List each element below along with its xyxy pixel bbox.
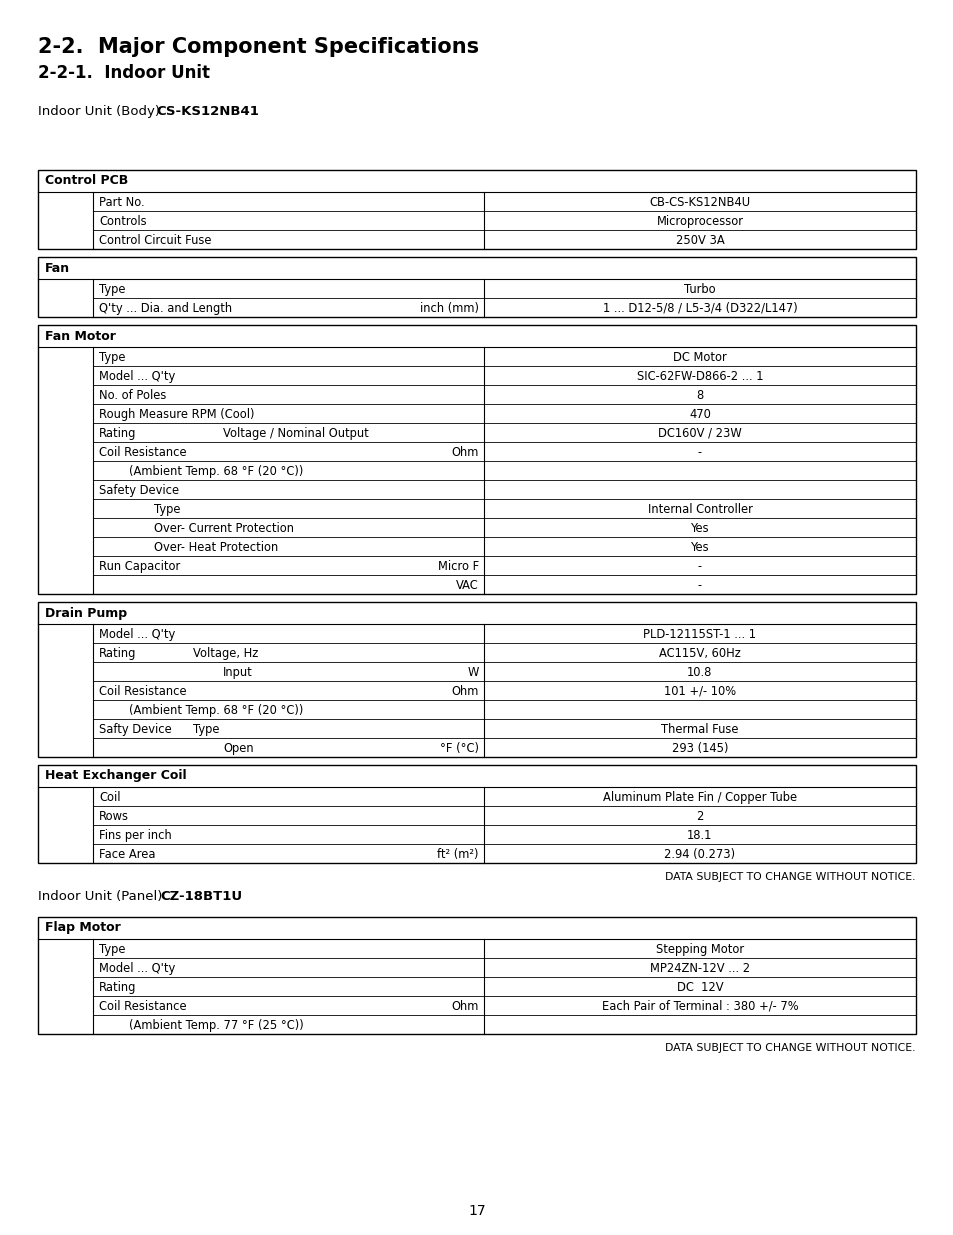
Text: 2-2.  Major Component Specifications: 2-2. Major Component Specifications	[38, 37, 478, 57]
Text: 2: 2	[696, 810, 703, 823]
Text: (Ambient Temp. 77 °F (25 °C)): (Ambient Temp. 77 °F (25 °C))	[129, 1019, 303, 1032]
Text: Indoor Unit (Body): Indoor Unit (Body)	[38, 105, 160, 119]
Text: Heat Exchanger Coil: Heat Exchanger Coil	[45, 769, 187, 783]
Text: Microprocessor: Microprocessor	[656, 215, 742, 228]
Text: 2.94 (0.273): 2.94 (0.273)	[663, 848, 735, 861]
Text: Type: Type	[193, 722, 219, 736]
Text: Each Pair of Terminal : 380 +/- 7%: Each Pair of Terminal : 380 +/- 7%	[601, 1000, 798, 1013]
Text: Control Circuit Fuse: Control Circuit Fuse	[99, 233, 212, 247]
Text: Rating: Rating	[99, 981, 136, 994]
Text: 2-2-1.  Indoor Unit: 2-2-1. Indoor Unit	[38, 64, 210, 82]
Text: Model ... Q'ty: Model ... Q'ty	[99, 962, 175, 974]
Text: Over- Current Protection: Over- Current Protection	[153, 522, 294, 535]
Text: Rough Measure RPM (Cool): Rough Measure RPM (Cool)	[99, 408, 254, 421]
Text: Rating: Rating	[99, 427, 136, 440]
Text: AC115V, 60Hz: AC115V, 60Hz	[659, 647, 740, 659]
Bar	[38, 325, 915, 594]
Text: 8: 8	[696, 389, 703, 401]
Text: Model ... Q'ty: Model ... Q'ty	[99, 370, 175, 383]
Text: Ohm: Ohm	[451, 685, 478, 698]
Text: Drain Pump: Drain Pump	[45, 606, 127, 620]
Text: Run Capacitor: Run Capacitor	[99, 559, 180, 573]
Text: Fins per inch: Fins per inch	[99, 829, 172, 842]
Text: -: -	[698, 579, 701, 592]
Text: Fan: Fan	[45, 262, 71, 274]
Text: -: -	[698, 446, 701, 459]
Text: Type: Type	[99, 283, 126, 296]
Text: ft² (m²): ft² (m²)	[437, 848, 478, 861]
Text: (Ambient Temp. 68 °F (20 °C)): (Ambient Temp. 68 °F (20 °C))	[129, 464, 303, 478]
Text: Over- Heat Protection: Over- Heat Protection	[153, 541, 278, 555]
Text: Yes: Yes	[690, 522, 708, 535]
Text: Part No.: Part No.	[99, 196, 145, 209]
Text: °F (°C): °F (°C)	[439, 742, 478, 755]
Text: Internal Controller: Internal Controller	[647, 503, 752, 516]
Text: Safty Device: Safty Device	[99, 722, 172, 736]
Text: Model ... Q'ty: Model ... Q'ty	[99, 627, 175, 641]
Text: Stepping Motor: Stepping Motor	[656, 944, 743, 956]
Text: 10.8: 10.8	[686, 666, 712, 679]
Text: Q'ty ... Dia. and Length: Q'ty ... Dia. and Length	[99, 301, 232, 315]
Text: Fan Motor: Fan Motor	[45, 330, 115, 342]
Bar	[38, 170, 915, 249]
Text: DC  12V: DC 12V	[676, 981, 722, 994]
Text: SIC-62FW-D866-2 ... 1: SIC-62FW-D866-2 ... 1	[636, 370, 762, 383]
Text: DATA SUBJECT TO CHANGE WITHOUT NOTICE.: DATA SUBJECT TO CHANGE WITHOUT NOTICE.	[665, 1044, 915, 1053]
Text: Control PCB: Control PCB	[45, 174, 128, 188]
Text: Open: Open	[223, 742, 253, 755]
Text: Rating: Rating	[99, 647, 136, 659]
Text: DC160V / 23W: DC160V / 23W	[658, 427, 741, 440]
Text: Micro F: Micro F	[437, 559, 478, 573]
Text: CB-CS-KS12NB4U: CB-CS-KS12NB4U	[649, 196, 750, 209]
Text: inch (mm): inch (mm)	[419, 301, 478, 315]
Text: Type: Type	[99, 944, 126, 956]
Text: Coil Resistance: Coil Resistance	[99, 1000, 187, 1013]
Text: 470: 470	[688, 408, 710, 421]
Text: Safety Device: Safety Device	[99, 484, 179, 496]
Text: (Ambient Temp. 68 °F (20 °C)): (Ambient Temp. 68 °F (20 °C))	[129, 704, 303, 718]
Text: Coil Resistance: Coil Resistance	[99, 685, 187, 698]
Text: Ohm: Ohm	[451, 1000, 478, 1013]
Text: 293 (145): 293 (145)	[671, 742, 727, 755]
Text: DC Motor: DC Motor	[673, 351, 726, 364]
Text: 17: 17	[468, 1204, 485, 1218]
Text: Coil: Coil	[99, 790, 120, 804]
Text: Face Area: Face Area	[99, 848, 155, 861]
Text: Flap Motor: Flap Motor	[45, 921, 121, 935]
Text: Ohm: Ohm	[451, 446, 478, 459]
Text: 18.1: 18.1	[686, 829, 712, 842]
Text: CS-KS12NB41: CS-KS12NB41	[156, 105, 258, 119]
Text: Input: Input	[223, 666, 253, 679]
Text: Type: Type	[153, 503, 180, 516]
Bar	[38, 764, 915, 863]
Text: 1 ... D12-5/8 / L5-3/4 (D322/L147): 1 ... D12-5/8 / L5-3/4 (D322/L147)	[602, 301, 797, 315]
Text: Aluminum Plate Fin / Copper Tube: Aluminum Plate Fin / Copper Tube	[602, 790, 796, 804]
Text: DATA SUBJECT TO CHANGE WITHOUT NOTICE.: DATA SUBJECT TO CHANGE WITHOUT NOTICE.	[665, 872, 915, 882]
Text: VAC: VAC	[456, 579, 478, 592]
Text: Thermal Fuse: Thermal Fuse	[660, 722, 738, 736]
Text: Voltage / Nominal Output: Voltage / Nominal Output	[223, 427, 369, 440]
Text: Coil Resistance: Coil Resistance	[99, 446, 187, 459]
Text: No. of Poles: No. of Poles	[99, 389, 166, 401]
Text: Indoor Unit (Panel): Indoor Unit (Panel)	[38, 890, 162, 903]
Text: Rows: Rows	[99, 810, 129, 823]
Text: -: -	[698, 559, 701, 573]
Bar	[38, 918, 915, 1034]
Text: 101 +/- 10%: 101 +/- 10%	[663, 685, 736, 698]
Text: CZ-18BT1U: CZ-18BT1U	[160, 890, 242, 903]
Text: Type: Type	[99, 351, 126, 364]
Text: Yes: Yes	[690, 541, 708, 555]
Bar	[38, 257, 915, 317]
Text: 250V 3A: 250V 3A	[675, 233, 723, 247]
Bar	[38, 601, 915, 757]
Text: Controls: Controls	[99, 215, 147, 228]
Text: PLD-12115ST-1 ... 1: PLD-12115ST-1 ... 1	[642, 627, 756, 641]
Text: Voltage, Hz: Voltage, Hz	[193, 647, 258, 659]
Text: Turbo: Turbo	[683, 283, 715, 296]
Text: MP24ZN-12V ... 2: MP24ZN-12V ... 2	[649, 962, 749, 974]
Text: W: W	[467, 666, 478, 679]
